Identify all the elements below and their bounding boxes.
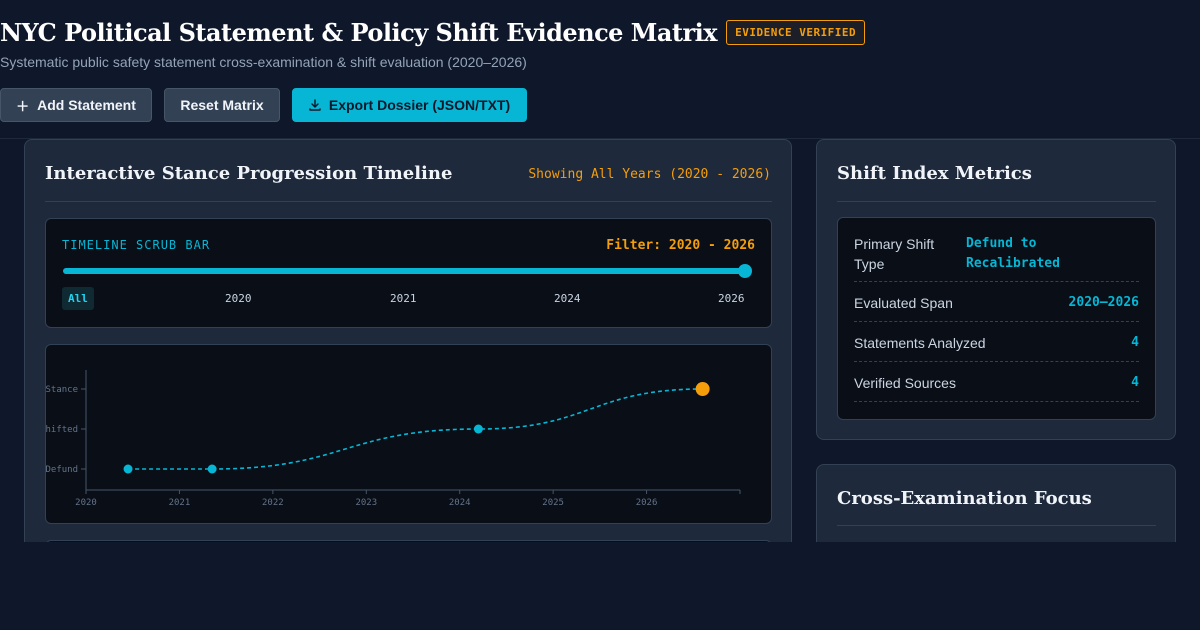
year-filter-2021[interactable]: 2021 xyxy=(390,292,417,305)
x-tick-label: 2020 xyxy=(75,498,97,508)
page-title: NYC Political Statement & Policy Shift E… xyxy=(0,18,718,47)
stance-chart-box: Defund Shifted Stance 2020 2021 2022 2023 2024 2… xyxy=(45,344,772,524)
reset-matrix-button[interactable]: Reset Matrix xyxy=(164,88,280,122)
metric-label: Primary Shift Type xyxy=(854,236,935,272)
cross-divider xyxy=(837,525,1156,526)
y-tick-label: Defund xyxy=(46,465,78,475)
year-filter-2024[interactable]: 2024 xyxy=(554,292,581,305)
export-dossier-button[interactable]: Export Dossier (JSON/TXT) xyxy=(292,88,527,122)
scrub-filter-label: Filter: 2020 - 2026 xyxy=(606,238,755,253)
export-dossier-label: Export Dossier (JSON/TXT) xyxy=(328,97,511,113)
scrub-track[interactable] xyxy=(63,268,746,274)
viewport-fold xyxy=(0,542,1200,630)
metric-label: Statements Analyzed xyxy=(854,335,986,351)
x-tick-label: 2023 xyxy=(355,498,377,508)
metric-label: Verified Sources xyxy=(854,375,956,391)
page-header: NYC Political Statement & Policy Shift E… xyxy=(0,0,1200,139)
metric-value: 2020–2026 xyxy=(1068,295,1139,310)
add-statement-label: Add Statement xyxy=(37,97,136,113)
cross-panel-title: Cross-Examination Focus xyxy=(837,488,1092,509)
showing-years-label: Showing All Years (2020 - 2026) xyxy=(528,167,771,182)
metric-value: Defund to Recalibrated xyxy=(966,236,1060,271)
metric-row-span: Evaluated Span 2020–2026 xyxy=(854,282,1139,322)
metric-row-shift-type: Primary Shift Type Defund to Recalibrate… xyxy=(854,234,1139,282)
metric-row-sources: Verified Sources 4 xyxy=(854,362,1139,402)
year-filter-2026[interactable]: 2026 xyxy=(718,292,745,305)
page-subtitle: Systematic public safety statement cross… xyxy=(0,54,527,70)
timeline-panel: Interactive Stance Progression Timeline … xyxy=(24,139,792,559)
metric-label: Evaluated Span xyxy=(854,295,953,311)
metric-row-statements: Statements Analyzed 4 xyxy=(854,322,1139,362)
latest-statement-point xyxy=(695,382,710,396)
y-tick-label: Shifted xyxy=(46,425,78,435)
year-filter-2020[interactable]: 2020 xyxy=(225,292,252,305)
metric-value: 4 xyxy=(1131,375,1139,390)
x-tick-label: 2021 xyxy=(169,498,191,508)
x-tick-label: 2024 xyxy=(449,498,471,508)
x-tick-label: 2022 xyxy=(262,498,284,508)
statement-point xyxy=(207,464,217,474)
stance-series-line xyxy=(128,388,703,470)
year-filter-all[interactable]: All xyxy=(62,287,94,310)
x-tick-label: 2025 xyxy=(542,498,564,508)
timeline-panel-title: Interactive Stance Progression Timeline xyxy=(45,163,453,184)
scrub-bar-label: TIMELINE SCRUB BAR xyxy=(62,238,211,252)
add-statement-button[interactable]: ＋ Add Statement xyxy=(0,88,152,122)
scrub-handle[interactable] xyxy=(738,264,752,278)
shift-metrics-panel: Shift Index Metrics Primary Shift Type D… xyxy=(816,139,1176,440)
timeline-scrub-box: TIMELINE SCRUB BAR Filter: 2020 - 2026 A… xyxy=(45,218,772,328)
metric-value: 4 xyxy=(1131,335,1139,350)
evidence-verified-badge: EVIDENCE VERIFIED xyxy=(726,20,866,45)
x-tick-label: 2026 xyxy=(636,498,658,508)
stance-progression-chart: Defund Shifted Stance 2020 2021 2022 2023 2024 2… xyxy=(46,370,741,508)
statement-point xyxy=(123,464,133,474)
metrics-divider xyxy=(837,201,1156,202)
plus-icon: ＋ xyxy=(16,98,30,114)
title-row: NYC Political Statement & Policy Shift E… xyxy=(0,18,866,47)
download-icon xyxy=(309,99,321,111)
timeline-divider xyxy=(45,201,772,202)
metrics-box: Primary Shift Type Defund to Recalibrate… xyxy=(837,217,1156,420)
reset-matrix-label: Reset Matrix xyxy=(180,97,264,113)
y-tick-label: Stance xyxy=(46,385,78,395)
statement-point xyxy=(473,424,483,434)
metrics-panel-title: Shift Index Metrics xyxy=(837,163,1032,184)
